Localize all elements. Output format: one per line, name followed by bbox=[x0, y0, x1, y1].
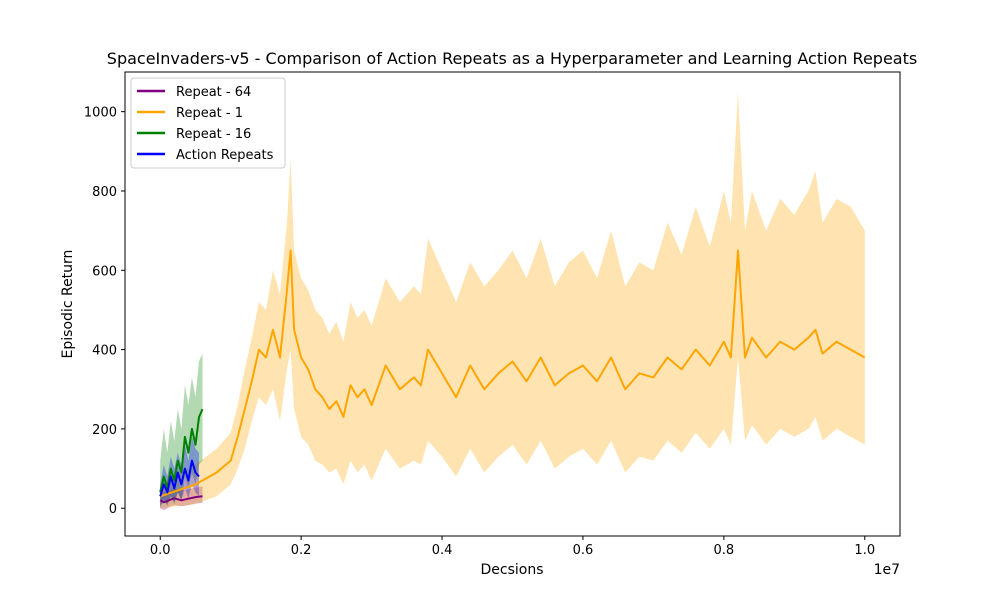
legend: Repeat - 64 Repeat - 1 Repeat - 16 Action R… bbox=[130, 77, 286, 169]
y-tick-label: 0 bbox=[109, 502, 117, 517]
series-line-1 bbox=[159, 249, 866, 498]
y-tick-label: 400 bbox=[92, 344, 117, 359]
legend-label: Repeat - 64 bbox=[176, 85, 251, 100]
y-tick-label: 800 bbox=[92, 185, 117, 200]
chart-title: SpaceInvaders-v5 - Comparison of Action … bbox=[107, 49, 917, 68]
y-tick-label: 600 bbox=[92, 264, 117, 279]
y-axis-label: Episodic Return bbox=[60, 250, 76, 359]
series-lines bbox=[159, 249, 866, 504]
series-band-3 bbox=[160, 436, 199, 507]
y-tick-label: 1000 bbox=[84, 106, 117, 121]
y-tick-label: 200 bbox=[92, 423, 117, 438]
legend-label: Repeat - 1 bbox=[176, 106, 243, 121]
series-line-0 bbox=[159, 495, 203, 504]
x-axis-ticks: 0.0 0.2 0.4 0.6 0.8 1.0 bbox=[150, 536, 875, 558]
y-axis-ticks: 0 200 400 600 800 1000 bbox=[84, 106, 125, 517]
legend-label: Repeat - 16 bbox=[176, 127, 251, 142]
x-axis-offset: 1e7 bbox=[874, 562, 900, 578]
x-tick-label: 0.8 bbox=[714, 543, 735, 558]
legend-box bbox=[130, 77, 286, 169]
series-band-1 bbox=[160, 91, 865, 509]
x-tick-label: 0.2 bbox=[291, 543, 312, 558]
plot-frame bbox=[124, 71, 901, 537]
x-tick-label: 1.0 bbox=[854, 543, 875, 558]
x-tick-label: 0.6 bbox=[573, 543, 594, 558]
x-tick-label: 0.4 bbox=[432, 543, 453, 558]
legend-label: Action Repeats bbox=[176, 148, 274, 163]
x-tick-label: 0.0 bbox=[150, 543, 171, 558]
series-line-3 bbox=[159, 459, 200, 497]
x-axis-label: Decsions bbox=[480, 562, 543, 578]
